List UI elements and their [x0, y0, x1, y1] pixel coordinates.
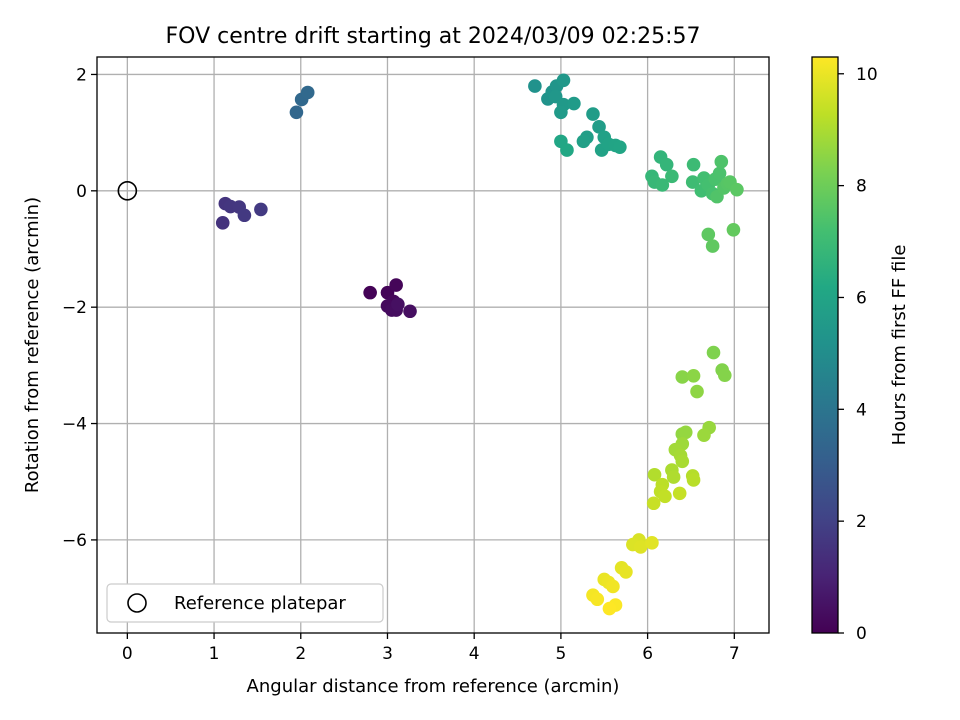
y-tick-label: −2: [62, 298, 87, 318]
data-point: [672, 486, 687, 501]
data-point: [576, 134, 591, 149]
plot-frame: [96, 56, 770, 634]
colorbar-tick-label: 2: [856, 512, 867, 532]
data-point: [592, 120, 606, 134]
data-point: [606, 579, 620, 594]
data-point: [658, 489, 672, 504]
data-point: [675, 454, 690, 469]
data-point: [300, 85, 315, 100]
grid-lines: [97, 57, 769, 633]
colorbar-gradient: [811, 56, 839, 634]
x-tick-label: 0: [122, 644, 133, 664]
data-point: [391, 297, 405, 312]
y-axis-label: Rotation from reference (arcmin): [22, 197, 43, 493]
data-point: [602, 601, 617, 616]
data-point: [675, 370, 690, 384]
data-point: [706, 345, 721, 360]
x-tick-label: 5: [555, 644, 566, 664]
data-point: [528, 79, 542, 93]
colorbar-tick-label: 6: [856, 288, 867, 308]
data-point: [665, 169, 679, 184]
x-tick-label: 1: [209, 644, 220, 664]
data-point: [619, 565, 633, 579]
data-point: [714, 154, 729, 169]
data-point: [560, 143, 574, 157]
colorbar-tick-label: 10: [856, 65, 878, 85]
data-point: [686, 473, 701, 487]
colorbar: 0 2 4 6 8 10 Hours from first FF file: [811, 56, 910, 644]
data-point: [726, 223, 741, 237]
colorbar-tick-label: 0: [856, 624, 867, 644]
data-point: [666, 470, 681, 484]
data-point: [613, 140, 627, 154]
data-points: [215, 73, 744, 616]
data-point: [590, 592, 605, 607]
colorbar-ticks: 0 2 4 6 8 10: [838, 65, 878, 644]
legend-reference-label: Reference platepar: [174, 593, 346, 614]
data-point: [730, 182, 744, 197]
x-tick-label: 7: [729, 644, 740, 664]
data-point: [659, 157, 674, 172]
data-point: [712, 166, 727, 181]
data-point: [567, 96, 581, 111]
data-point: [556, 73, 571, 88]
data-point: [690, 384, 704, 399]
data-point: [717, 368, 732, 383]
legend: Reference platepar: [106, 583, 384, 623]
x-tick-label: 6: [642, 644, 653, 664]
legend-reference-marker: [127, 593, 147, 613]
reference-platepar-marker: [117, 181, 138, 201]
x-axis-ticks: 0 1 2 3 4 5 6 7: [122, 633, 740, 664]
data-point: [215, 216, 230, 230]
data-point: [586, 107, 600, 121]
colorbar-tick-label: 8: [856, 177, 867, 197]
data-point: [289, 105, 304, 120]
x-tick-label: 2: [295, 644, 306, 664]
data-point: [678, 425, 693, 440]
y-tick-label: −4: [62, 415, 87, 435]
colorbar-tick-label: 4: [856, 400, 867, 420]
data-point: [554, 105, 568, 120]
x-tick-label: 4: [469, 644, 480, 664]
data-point: [633, 540, 648, 554]
x-tick-label: 3: [382, 644, 393, 664]
data-point: [389, 278, 403, 292]
y-tick-label: 2: [76, 65, 87, 85]
data-point: [646, 496, 661, 511]
data-point: [647, 467, 662, 482]
y-tick-label: −6: [62, 531, 87, 551]
data-point: [237, 208, 252, 223]
data-point: [403, 304, 417, 319]
data-point: [686, 369, 701, 383]
y-tick-label: 0: [76, 182, 87, 202]
data-point: [645, 536, 659, 550]
data-point: [254, 202, 268, 217]
data-point: [363, 285, 377, 300]
colorbar-label: Hours from first FF file: [889, 245, 910, 446]
x-axis-label: Angular distance from reference (arcmin): [247, 676, 620, 697]
data-point: [701, 227, 716, 242]
data-point: [705, 239, 720, 253]
legend-box: [106, 583, 384, 623]
data-point: [685, 175, 700, 189]
data-point: [655, 178, 670, 192]
y-axis-ticks: 2 0 −2 −4 −6: [62, 65, 97, 551]
data-point: [686, 157, 701, 172]
chart-title: FOV centre drift starting at 2024/03/09 …: [166, 24, 701, 49]
data-point: [697, 428, 711, 442]
